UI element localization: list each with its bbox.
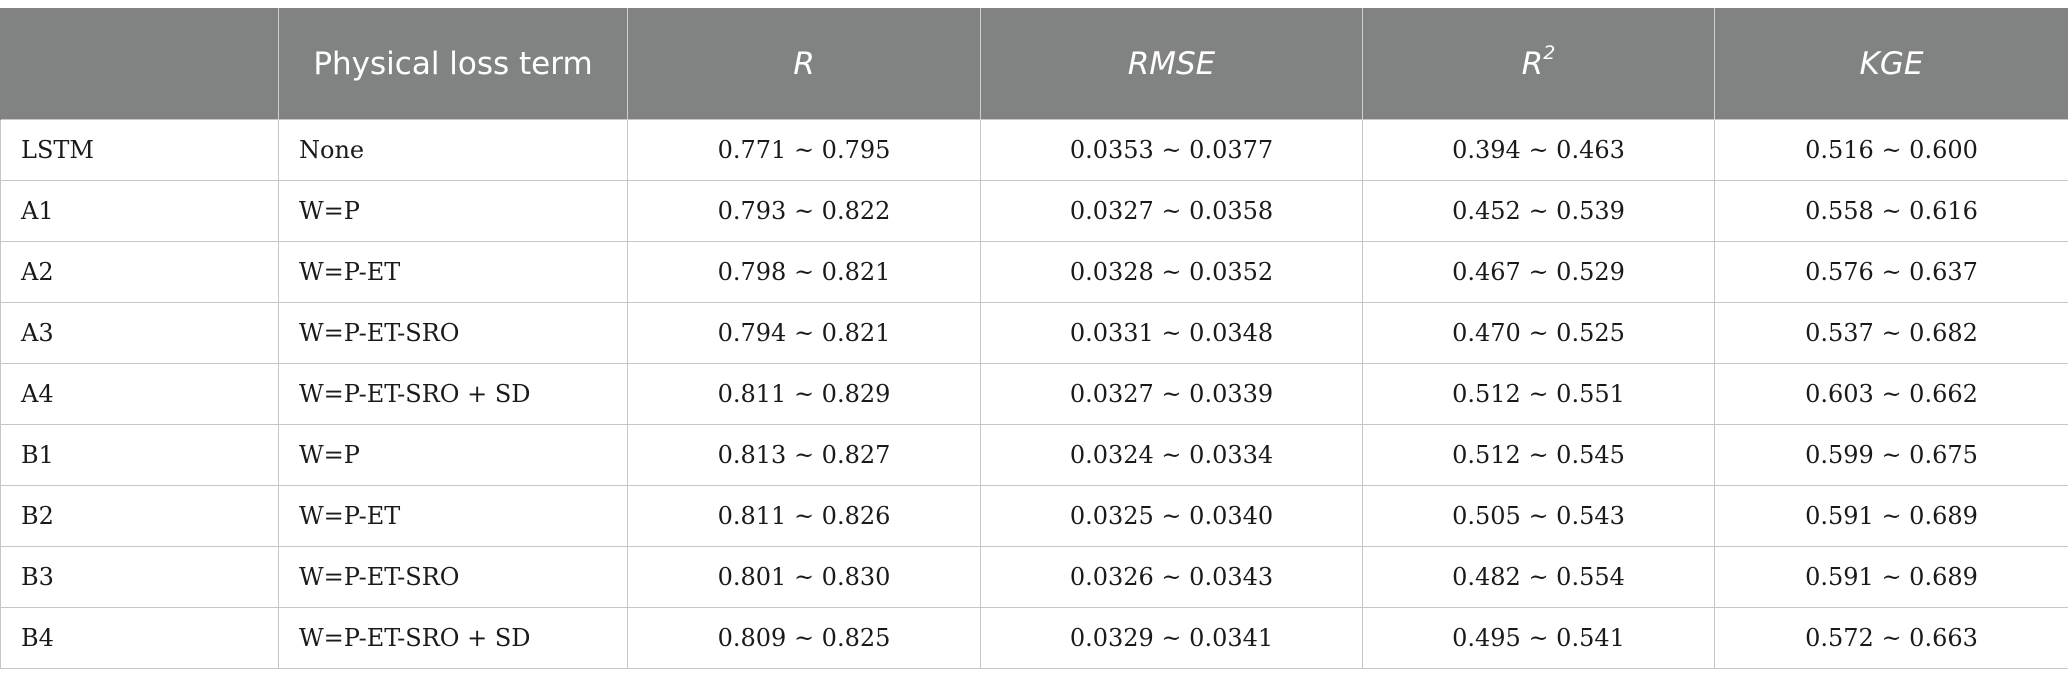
rmse-cell: 0.0326 ~ 0.0343 <box>980 546 1363 608</box>
header-rmse: RMSE <box>980 8 1363 120</box>
model-cell: B2 <box>0 485 279 547</box>
r-cell: 0.794 ~ 0.821 <box>627 302 981 364</box>
loss-term-cell: W=P-ET-SRO <box>278 302 628 364</box>
kge-cell: 0.591 ~ 0.689 <box>1714 485 2068 547</box>
r-squared-cell: 0.452 ~ 0.539 <box>1362 180 1715 242</box>
results-table: Physical loss term R RMSE R2 KGE LSTM Non… <box>0 8 2068 669</box>
r-squared-cell: 0.470 ~ 0.525 <box>1362 302 1715 364</box>
rmse-cell: 0.0325 ~ 0.0340 <box>980 485 1363 547</box>
kge-cell: 0.599 ~ 0.675 <box>1714 424 2068 486</box>
model-cell: B1 <box>0 424 279 486</box>
r-cell: 0.771 ~ 0.795 <box>627 119 981 181</box>
r-squared-cell: 0.495 ~ 0.541 <box>1362 607 1715 669</box>
rmse-cell: 0.0353 ~ 0.0377 <box>980 119 1363 181</box>
loss-term-cell: W=P <box>278 180 628 242</box>
table-row: B4 W=P-ET-SRO + SD 0.809 ~ 0.825 0.0329 ~ 0… <box>0 607 2068 669</box>
loss-term-cell: W=P <box>278 424 628 486</box>
r-squared-cell: 0.505 ~ 0.543 <box>1362 485 1715 547</box>
header-row: Physical loss term R RMSE R2 KGE <box>0 8 2068 120</box>
kge-cell: 0.591 ~ 0.689 <box>1714 546 2068 608</box>
rmse-cell: 0.0331 ~ 0.0348 <box>980 302 1363 364</box>
table-row: B3 W=P-ET-SRO 0.801 ~ 0.830 0.0326 ~ 0.0343… <box>0 546 2068 608</box>
kge-cell: 0.537 ~ 0.682 <box>1714 302 2068 364</box>
r-cell: 0.809 ~ 0.825 <box>627 607 981 669</box>
model-cell: B4 <box>0 607 279 669</box>
header-kge: KGE <box>1714 8 2068 120</box>
rmse-cell: 0.0327 ~ 0.0339 <box>980 363 1363 425</box>
header-model <box>0 8 279 120</box>
model-cell: A3 <box>0 302 279 364</box>
model-cell: B3 <box>0 546 279 608</box>
loss-term-cell: None <box>278 119 628 181</box>
r-cell: 0.793 ~ 0.822 <box>627 180 981 242</box>
r-cell: 0.811 ~ 0.829 <box>627 363 981 425</box>
loss-term-cell: W=P-ET-SRO <box>278 546 628 608</box>
model-cell: A2 <box>0 241 279 303</box>
header-physical-loss-term: Physical loss term <box>278 8 628 120</box>
loss-term-cell: W=P-ET <box>278 241 628 303</box>
table-row: A2 W=P-ET 0.798 ~ 0.821 0.0328 ~ 0.0352 0.46… <box>0 241 2068 303</box>
table-row: B1 W=P 0.813 ~ 0.827 0.0324 ~ 0.0334 0.512 ~… <box>0 424 2068 486</box>
loss-term-cell: W=P-ET-SRO + SD <box>278 363 628 425</box>
table-row: A3 W=P-ET-SRO 0.794 ~ 0.821 0.0331 ~ 0.0348… <box>0 302 2068 364</box>
rmse-cell: 0.0329 ~ 0.0341 <box>980 607 1363 669</box>
table-header: Physical loss term R RMSE R2 KGE <box>0 8 2068 120</box>
results-table-container: Physical loss term R RMSE R2 KGE LSTM Non… <box>0 8 2068 669</box>
kge-cell: 0.576 ~ 0.637 <box>1714 241 2068 303</box>
r-squared-cell: 0.467 ~ 0.529 <box>1362 241 1715 303</box>
table-body: LSTM None 0.771 ~ 0.795 0.0353 ~ 0.0377 0.39… <box>0 119 2068 669</box>
loss-term-cell: W=P-ET-SRO + SD <box>278 607 628 669</box>
kge-cell: 0.516 ~ 0.600 <box>1714 119 2068 181</box>
loss-term-cell: W=P-ET <box>278 485 628 547</box>
header-r: R <box>627 8 981 120</box>
table-row: A1 W=P 0.793 ~ 0.822 0.0327 ~ 0.0358 0.452 ~… <box>0 180 2068 242</box>
r-squared-cell: 0.512 ~ 0.551 <box>1362 363 1715 425</box>
r-squared-cell: 0.482 ~ 0.554 <box>1362 546 1715 608</box>
header-r-squared: R2 <box>1362 8 1715 120</box>
table-row: A4 W=P-ET-SRO + SD 0.811 ~ 0.829 0.0327 ~ 0… <box>0 363 2068 425</box>
kge-cell: 0.603 ~ 0.662 <box>1714 363 2068 425</box>
rmse-cell: 0.0328 ~ 0.0352 <box>980 241 1363 303</box>
table-row: LSTM None 0.771 ~ 0.795 0.0353 ~ 0.0377 0.39… <box>0 119 2068 181</box>
r-cell: 0.811 ~ 0.826 <box>627 485 981 547</box>
model-cell: A4 <box>0 363 279 425</box>
rmse-cell: 0.0327 ~ 0.0358 <box>980 180 1363 242</box>
r-cell: 0.798 ~ 0.821 <box>627 241 981 303</box>
kge-cell: 0.572 ~ 0.663 <box>1714 607 2068 669</box>
rmse-cell: 0.0324 ~ 0.0334 <box>980 424 1363 486</box>
model-cell: A1 <box>0 180 279 242</box>
table-row: B2 W=P-ET 0.811 ~ 0.826 0.0325 ~ 0.0340 0.50… <box>0 485 2068 547</box>
model-cell: LSTM <box>0 119 279 181</box>
r-cell: 0.801 ~ 0.830 <box>627 546 981 608</box>
header-r-squared-base: R <box>1521 46 1544 82</box>
r-cell: 0.813 ~ 0.827 <box>627 424 981 486</box>
header-r-squared-exponent: 2 <box>1543 41 1556 64</box>
r-squared-cell: 0.394 ~ 0.463 <box>1362 119 1715 181</box>
r-squared-cell: 0.512 ~ 0.545 <box>1362 424 1715 486</box>
kge-cell: 0.558 ~ 0.616 <box>1714 180 2068 242</box>
